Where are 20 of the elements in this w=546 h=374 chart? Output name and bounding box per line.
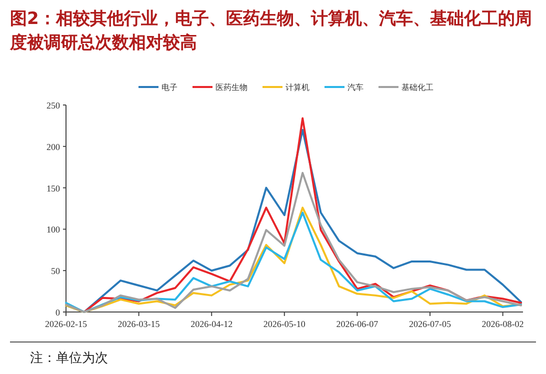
y-tick-label: 50 bbox=[51, 266, 60, 276]
x-tick-label: 2026-08-02 bbox=[482, 319, 524, 329]
x-tick-label: 2026-03-15 bbox=[118, 319, 160, 329]
legend-label: 汽车 bbox=[348, 83, 364, 92]
y-tick-label: 250 bbox=[46, 100, 60, 110]
y-tick-label: 150 bbox=[46, 183, 60, 194]
x-tick-label: 2026-06-07 bbox=[336, 319, 379, 329]
legend-label: 医药生物 bbox=[216, 83, 248, 92]
y-tick-label: 200 bbox=[46, 142, 60, 152]
x-tick-label: 2026-02-15 bbox=[45, 319, 88, 329]
legend-label: 基础化工 bbox=[402, 83, 434, 92]
legend-label: 计算机 bbox=[286, 83, 310, 92]
annotation: 注：单位为次 bbox=[30, 351, 108, 366]
x-tick-label: 2026-07-05 bbox=[409, 319, 452, 329]
y-tick-label: 100 bbox=[46, 224, 60, 235]
legend-label: 电子 bbox=[162, 83, 178, 92]
y-tick-label: 0 bbox=[56, 308, 60, 318]
title: 图2：相较其他行业，电子、医药生物、计算机、汽车、基础化工的周度被调研总次数相对较高 bbox=[10, 9, 532, 53]
x-tick-label: 2026-04-12 bbox=[190, 319, 233, 329]
x-tick-label: 2026-05-10 bbox=[263, 319, 306, 329]
